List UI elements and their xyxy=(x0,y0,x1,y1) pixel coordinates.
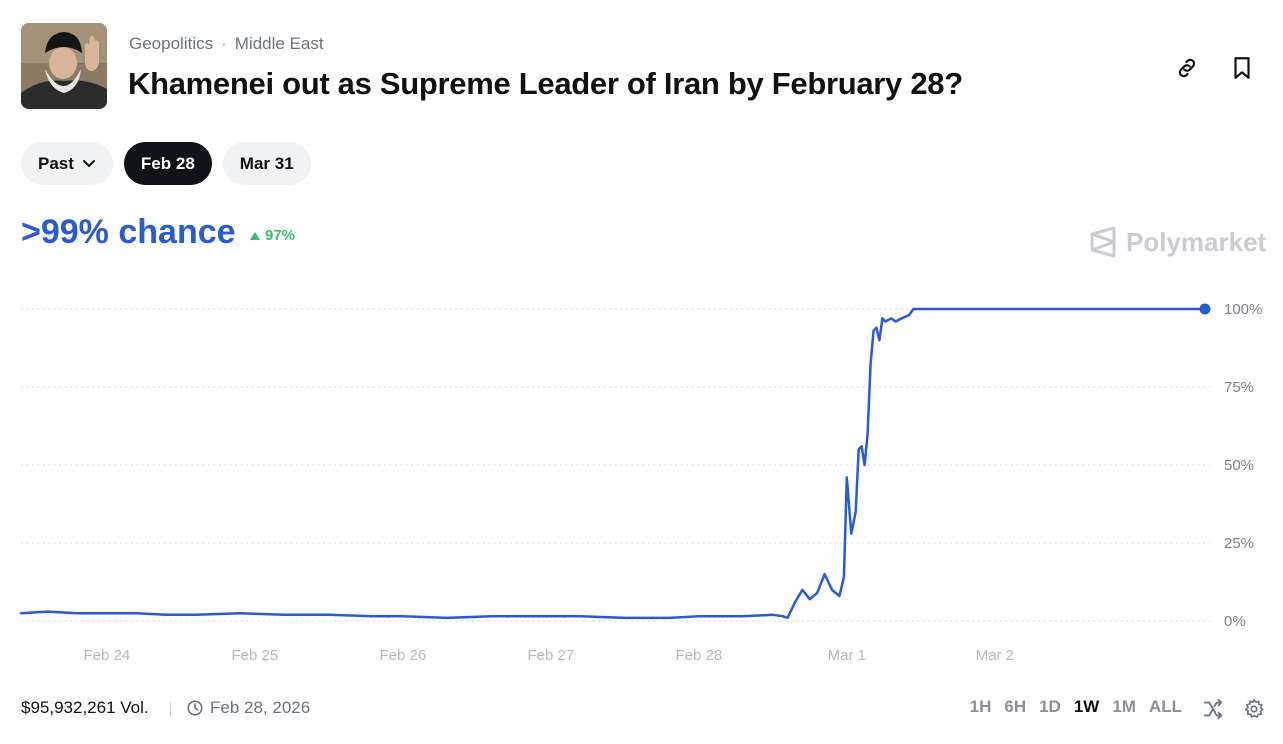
probability-change: 97% xyxy=(249,227,295,244)
breadcrumb-category[interactable]: Geopolitics xyxy=(129,34,214,53)
tab-mar-31-label: Mar 31 xyxy=(239,153,294,173)
breadcrumb: Geopolitics · Middle East xyxy=(129,34,324,54)
volume: $95,932,261 Vol. xyxy=(21,698,149,717)
polymarket-logo-icon xyxy=(1090,226,1116,258)
x-tick-label: Feb 26 xyxy=(379,647,426,664)
probability-change-value: 97% xyxy=(265,227,296,244)
tab-mar-31[interactable]: Mar 31 xyxy=(222,142,311,185)
date-tabs: Past Feb 28 Mar 31 xyxy=(21,142,311,185)
watermark-text: Polymarket xyxy=(1126,226,1267,257)
y-tick-label: 0% xyxy=(1224,613,1246,630)
tab-past-label: Past xyxy=(38,153,74,173)
end-date: Feb 28, 2026 xyxy=(186,698,310,718)
x-tick-label: Feb 24 xyxy=(83,647,130,664)
y-tick-label: 75% xyxy=(1224,379,1254,396)
range-1w[interactable]: 1W xyxy=(1073,697,1100,716)
tab-feb-28[interactable]: Feb 28 xyxy=(123,142,212,185)
x-tick-label: Feb 25 xyxy=(231,647,278,664)
time-range-selector: 1H 6H 1D 1W 1M ALL xyxy=(970,697,1182,717)
tab-past[interactable]: Past xyxy=(21,142,113,185)
link-icon[interactable] xyxy=(1174,55,1200,81)
bookmark-icon[interactable] xyxy=(1229,55,1255,81)
x-tick-label: Feb 28 xyxy=(675,647,722,664)
shuffle-icon[interactable] xyxy=(1202,698,1224,720)
y-tick-label: 50% xyxy=(1224,457,1254,474)
probability-value: >99% chance xyxy=(21,213,236,251)
y-tick-label: 100% xyxy=(1224,301,1262,318)
triangle-up-icon xyxy=(250,231,260,240)
range-1m[interactable]: 1M xyxy=(1112,697,1136,716)
breadcrumb-separator: · xyxy=(221,34,227,53)
page-title: Khamenei out as Supreme Leader of Iran b… xyxy=(128,66,963,101)
series-line xyxy=(19,307,1207,620)
tab-feb-28-label: Feb 28 xyxy=(140,153,195,173)
end-date-text: Feb 28, 2026 xyxy=(210,698,311,717)
price-chart[interactable]: 0% 25% 50% 75% 100% Feb 24 Feb 25 Feb 26 Feb 27 F… xyxy=(0,280,1283,680)
breadcrumb-subcategory[interactable]: Middle East xyxy=(234,34,324,53)
market-image xyxy=(21,23,107,109)
x-tick-label: Feb 27 xyxy=(527,647,574,664)
polymarket-watermark: Polymarket xyxy=(1088,226,1266,258)
settings-gear-icon[interactable] xyxy=(1243,698,1265,720)
x-tick-label: Mar 2 xyxy=(976,647,1014,664)
range-1h[interactable]: 1H xyxy=(969,697,992,716)
x-tick-label: Mar 1 xyxy=(828,647,866,664)
y-tick-label: 25% xyxy=(1224,535,1254,552)
range-all[interactable]: ALL xyxy=(1148,697,1182,716)
clock-icon xyxy=(187,700,203,716)
chevron-down-icon xyxy=(82,159,96,169)
footer-divider xyxy=(170,702,171,716)
last-point-marker xyxy=(1199,303,1211,315)
range-1d[interactable]: 1D xyxy=(1039,697,1061,716)
range-6h[interactable]: 6H xyxy=(1004,697,1027,716)
